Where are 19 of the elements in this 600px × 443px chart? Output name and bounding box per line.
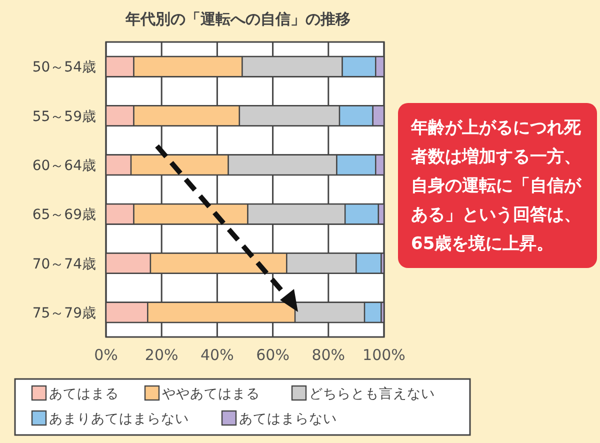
y-tick-label: 70～74歳 (32, 256, 96, 272)
y-tick-label: 55～59歳 (32, 108, 96, 125)
x-tick-label: 60% (256, 346, 290, 364)
legend-label: あまりあてはまらない (49, 411, 189, 427)
x-tick-label: 100% (362, 346, 406, 364)
legend-label: ややあてはまる (162, 386, 260, 402)
y-tick-label: 75～79歳 (32, 305, 96, 322)
x-tick-label: 20% (144, 346, 178, 364)
x-tick-label: 0% (94, 346, 118, 364)
y-tick-label: 50～54歳 (32, 60, 96, 76)
legend-label: あてはまる (49, 386, 119, 402)
text: 年齢が上がるにつれ死者数は増加する一方、自身の運転に「自信がある」という回答は、65歳を境に上昇。 (410, 117, 582, 256)
chart-title: 年代別の「運転への自信」の推移 (124, 10, 350, 28)
legend-label: あてはまらない (239, 411, 337, 427)
legend-label: どちらとも言えない (309, 386, 435, 402)
y-tick-label: 60～64歳 (32, 158, 96, 174)
x-tick-label: 80% (312, 346, 346, 364)
x-tick-label: 40% (200, 346, 234, 364)
y-tick-label: 65～69歳 (32, 207, 96, 224)
